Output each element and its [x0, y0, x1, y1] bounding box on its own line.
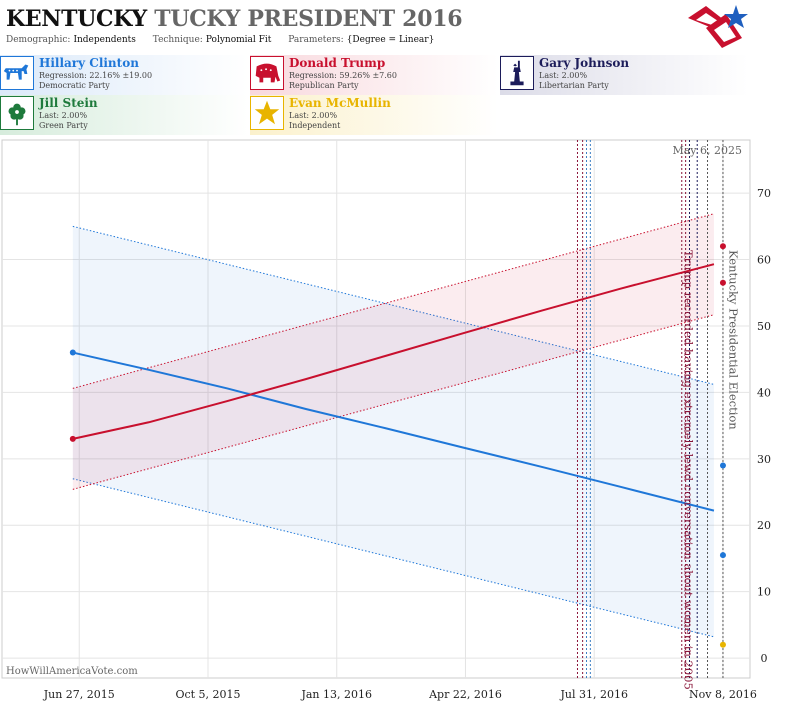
- band-upper-line: [72, 225, 715, 385]
- date-label: May 6, 2025: [672, 144, 742, 157]
- x-tick-label: Jun 27, 2015: [43, 688, 115, 701]
- candidate-party: Libertarian Party: [539, 81, 609, 90]
- candidate-name: Evan McMullin: [289, 96, 391, 110]
- candidate-stat: Last: 2.00%: [539, 71, 588, 80]
- donkey-icon: [0, 56, 34, 90]
- series-start-point: [69, 435, 76, 442]
- page-title: KENTUCKY TUCKY PRESIDENT 2016: [6, 6, 463, 32]
- candidate-card-stein: Jill Stein Last: 2.00% Green Party: [0, 95, 248, 135]
- candidate-stat: Regression: 59.26% ±7.60: [289, 71, 397, 80]
- y-tick-label: 10: [757, 586, 771, 599]
- elephant-icon: [250, 56, 284, 90]
- band-lower-line: [72, 478, 715, 638]
- event-annotation: Kentucky Presidential Election: [726, 250, 740, 430]
- demographic-value: Independents: [73, 35, 136, 45]
- x-tick-label: Oct 5, 2015: [175, 688, 240, 701]
- candidate-card-clinton: Hillary Clinton Regression: 22.16% ±19.0…: [0, 55, 248, 95]
- y-tick-label: 70: [757, 187, 771, 200]
- band-lower-line: [72, 314, 715, 490]
- technique-value: Polynomial Fit: [205, 35, 272, 45]
- header: KENTUCKY TUCKY PRESIDENT 2016 Demographi…: [0, 0, 749, 52]
- y-tick-label: 0: [761, 652, 768, 665]
- election-result-point: [719, 243, 726, 250]
- demographic-label: Demographic:: [6, 35, 71, 45]
- x-tick-label: Nov 8, 2016: [689, 688, 757, 701]
- candidate-party: Green Party: [39, 121, 88, 130]
- x-tick-label: Apr 22, 2016: [428, 688, 502, 701]
- confidence-band: [72, 226, 714, 637]
- polling-chart: Jun 27, 2015 Oct 5, 2015 Jan 13, 2016 Apr 2…: [1, 139, 771, 701]
- candidate-name: Hillary Clinton: [39, 56, 139, 70]
- candidate-party: Republican Party: [289, 81, 359, 90]
- watermark: HowWillAmericaVote.com: [6, 666, 138, 677]
- x-tick-label: Jan 13, 2016: [300, 688, 372, 701]
- star-icon: [250, 96, 284, 130]
- confidence-band: [72, 213, 714, 490]
- candidate-stat: Last: 2.00%: [289, 111, 338, 120]
- election-result-point: [719, 279, 726, 286]
- candidate-name: Jill Stein: [39, 96, 98, 110]
- candidate-card-johnson: Gary Johnson Last: 2.00% Libertarian Par…: [500, 55, 748, 95]
- candidate-party: Independent: [289, 121, 341, 130]
- y-tick-label: 30: [757, 453, 771, 466]
- candidate-card-mcmullin: Evan McMullin Last: 2.00% Independent: [250, 95, 498, 135]
- title-state: KENTUCKY: [6, 6, 147, 32]
- flower-icon: [0, 96, 34, 130]
- candidate-stat: Regression: 22.16% ±19.00: [39, 71, 153, 80]
- election-result-point: [719, 462, 726, 469]
- parameters-label: Parameters:: [288, 35, 344, 45]
- candidate-party: Democratic Party: [39, 81, 110, 90]
- x-tick-label: Jul 31, 2016: [559, 688, 628, 701]
- title-race: TUCKY PRESIDENT 2016: [154, 6, 463, 32]
- event-annotation: Trump recorded having extremely lewd con…: [681, 250, 695, 690]
- series-line: [72, 351, 715, 512]
- series-line: [72, 263, 715, 440]
- election-result-point: [719, 641, 726, 648]
- y-tick-label: 50: [757, 320, 771, 333]
- band-upper-line: [72, 213, 715, 389]
- candidate-stat: Last: 2.00%: [39, 111, 88, 120]
- site-logo-icon: [688, 5, 748, 48]
- election-result-point: [719, 552, 726, 559]
- candidate-name: Gary Johnson: [539, 56, 630, 70]
- statue-of-liberty-icon: [500, 56, 534, 90]
- series-start-point: [69, 349, 76, 356]
- y-tick-label: 40: [757, 386, 771, 399]
- candidate-name: Donald Trump: [289, 56, 386, 70]
- candidate-card-trump: Donald Trump Regression: 59.26% ±7.60 Re…: [250, 55, 498, 95]
- parameters-line: Demographic: Independents Technique: Polyn…: [6, 35, 448, 45]
- y-tick-label: 60: [757, 254, 771, 267]
- parameters-value: {Degree = Linear}: [346, 35, 435, 45]
- y-tick-label: 20: [757, 519, 771, 532]
- technique-label: Technique:: [152, 35, 203, 45]
- plot-frame: [1, 139, 751, 679]
